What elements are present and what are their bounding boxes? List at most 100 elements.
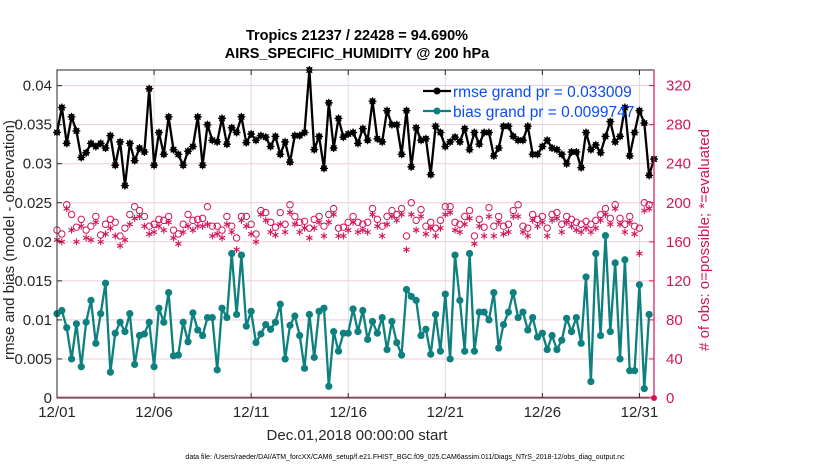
obs-possible-point (189, 216, 197, 225)
rmse-point (150, 161, 159, 170)
legend-bias-marker (433, 107, 441, 115)
obs-possible-point (184, 210, 192, 219)
rmse-point (96, 139, 105, 148)
obs-evaluated-point (611, 205, 619, 213)
rmse-point (601, 132, 610, 141)
obs-evaluated-point (408, 210, 415, 218)
obs-evaluated-point (500, 230, 507, 238)
obs-evaluated-point (77, 222, 85, 230)
y-right-tick-label: 240 (666, 156, 691, 173)
obs-evaluated-point (573, 226, 580, 234)
obs-evaluated-point (272, 231, 279, 239)
rmse-point (222, 140, 231, 149)
bias-point (145, 318, 153, 326)
obs-possible-point (320, 222, 328, 230)
rmse-point (358, 124, 367, 133)
obs-evaluated-point (539, 218, 546, 226)
rmse-point (625, 151, 634, 160)
rmse-point (300, 128, 309, 137)
obs-evaluated-point (490, 232, 498, 240)
bias-point (558, 336, 566, 344)
rmse-point (310, 145, 319, 154)
obs-evaluated-point (228, 228, 236, 236)
obs-evaluated-point (150, 228, 158, 236)
obs-evaluated-point (238, 216, 245, 224)
obs-possible-point (67, 210, 76, 219)
bias-point (247, 307, 255, 315)
obs-possible-point (194, 215, 202, 224)
obs-possible-point (592, 216, 600, 225)
bias-point (174, 351, 182, 359)
rmse-point (116, 137, 125, 146)
bias-point (199, 331, 207, 340)
rmse-point (572, 148, 581, 156)
obs-possible-point (397, 204, 406, 213)
obs-evaluated-point (121, 236, 129, 244)
obs-evaluated-point (170, 234, 177, 242)
bias-point (334, 347, 343, 355)
bias-point (495, 344, 503, 352)
bias-point (621, 256, 629, 264)
obs-possible-point (587, 220, 595, 228)
rmse-point (412, 123, 421, 132)
bias-point (388, 317, 396, 326)
obs-evaluated-point (378, 232, 386, 240)
rmse-point (616, 132, 625, 141)
obs-evaluated-point (223, 220, 231, 228)
rmse-point (533, 150, 542, 159)
rmse-point (57, 103, 66, 112)
rmse-point (441, 142, 450, 151)
obs-evaluated-point (82, 234, 90, 242)
bias-point (218, 304, 226, 312)
obs-evaluated-point (257, 210, 265, 218)
rmse-point (431, 122, 440, 131)
bias-point (645, 310, 653, 319)
rmse-point (363, 136, 372, 145)
bias-point (344, 329, 352, 337)
rmse-point (383, 106, 392, 115)
rmse-point (523, 122, 532, 131)
bias-point (548, 331, 556, 340)
obs-evaluated-point (514, 212, 522, 220)
bias-point (402, 285, 411, 294)
obs-evaluated-point (587, 228, 595, 236)
rmse-point (518, 136, 527, 145)
obs-evaluated-point (107, 224, 114, 232)
bias-point (524, 326, 532, 334)
obs-possible-point (179, 220, 187, 228)
bias-point (465, 249, 474, 258)
obs-evaluated-point (616, 220, 624, 228)
obs-evaluated-point (364, 228, 371, 236)
rmse-point (140, 148, 149, 156)
obs-evaluated-point (247, 230, 255, 238)
bias-point (281, 355, 289, 363)
obs-evaluated-point (141, 222, 148, 230)
bias-point (300, 364, 309, 372)
bias-point (533, 333, 542, 341)
obs-evaluated-point (87, 236, 95, 244)
rmse-point (339, 133, 348, 142)
bias-point (446, 355, 454, 363)
obs-possible-point (339, 223, 348, 231)
obs-evaluated-point (349, 218, 357, 226)
y-tick-label: 0.02 (23, 234, 52, 251)
rmse-point (504, 122, 513, 131)
bias-point (276, 300, 284, 308)
rmse-point (407, 162, 416, 171)
obs-possible-point (383, 212, 391, 221)
bias-point (296, 331, 304, 340)
obs-evaluated-point (640, 207, 648, 215)
obs-evaluated-point (398, 210, 405, 218)
bias-point (606, 328, 614, 336)
legend: rmse grand pr = 0.033009 bias grand pr =… (423, 84, 634, 121)
obs-evaluated-point (543, 232, 551, 240)
obs-evaluated-point (199, 222, 206, 230)
obs-evaluated-point (189, 226, 197, 234)
rmse-point (281, 137, 290, 146)
y-tick-label: 0.01 (23, 312, 52, 329)
obs-possible-point (271, 223, 280, 231)
obs-evaluated-point (534, 222, 541, 230)
obs-possible-point (92, 212, 100, 221)
obs-evaluated-point (276, 220, 284, 228)
